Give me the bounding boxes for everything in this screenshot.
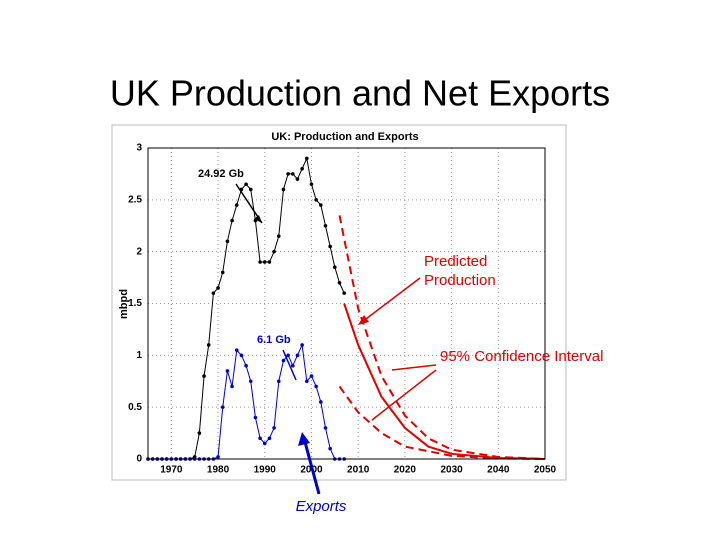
annotation: 6.1 Gb bbox=[257, 334, 291, 346]
data-point bbox=[276, 379, 281, 384]
data-point bbox=[253, 415, 258, 420]
data-point bbox=[290, 363, 295, 368]
data-point bbox=[290, 172, 295, 176]
data-point bbox=[267, 436, 272, 441]
data-point bbox=[206, 343, 211, 347]
data-point bbox=[211, 291, 216, 295]
data-point bbox=[239, 353, 244, 358]
data-point bbox=[281, 187, 286, 192]
data-point bbox=[248, 187, 253, 192]
data-point bbox=[314, 384, 318, 389]
data-point bbox=[248, 379, 253, 384]
data-point bbox=[323, 426, 328, 430]
y-tick-label: 1 bbox=[136, 350, 142, 361]
data-point bbox=[309, 374, 314, 378]
data-point bbox=[216, 455, 220, 459]
series-line bbox=[148, 343, 345, 460]
x-tick-label: 1980 bbox=[207, 465, 230, 476]
data-point bbox=[286, 172, 290, 176]
data-point bbox=[300, 166, 304, 171]
series-line bbox=[343, 303, 546, 460]
plot: 00.511.522.53197019801990200020102020203… bbox=[128, 143, 556, 476]
data-point bbox=[197, 431, 202, 435]
chart-frame bbox=[111, 124, 567, 481]
arrow bbox=[371, 369, 437, 421]
data-point bbox=[258, 436, 262, 441]
arrow bbox=[282, 349, 297, 381]
data-point bbox=[220, 405, 225, 409]
arrowhead bbox=[358, 315, 369, 325]
arrow bbox=[303, 441, 321, 495]
arrowhead bbox=[254, 215, 262, 223]
chart-title: UK: Production and Exports bbox=[271, 131, 418, 143]
y-tick-label: 2 bbox=[136, 246, 142, 257]
data-point bbox=[234, 348, 239, 352]
x-tick-label: 2020 bbox=[394, 465, 417, 476]
x-tick-label: 1970 bbox=[160, 465, 183, 476]
data-point bbox=[262, 441, 267, 446]
x-tick-label: 2050 bbox=[534, 465, 557, 476]
annotation: 95% Confidence Interval bbox=[440, 348, 603, 365]
x-tick-label: 2010 bbox=[347, 465, 370, 476]
data-point bbox=[281, 358, 286, 363]
data-point bbox=[305, 156, 309, 161]
y-axis-label: mbpd bbox=[118, 289, 130, 319]
data-point bbox=[286, 353, 290, 358]
data-point bbox=[267, 260, 272, 264]
x-tick-label: 2040 bbox=[487, 465, 510, 476]
arrow bbox=[361, 277, 421, 323]
data-point bbox=[319, 203, 323, 207]
data-point bbox=[295, 177, 300, 181]
data-point bbox=[258, 260, 262, 264]
data-point bbox=[276, 234, 281, 238]
data-point bbox=[230, 218, 234, 223]
data-point bbox=[305, 379, 309, 384]
slide-title: UK Production and Net Exports bbox=[110, 73, 610, 114]
series-line bbox=[338, 215, 546, 460]
y-tick-label: 2.5 bbox=[128, 194, 142, 205]
arrowhead bbox=[298, 432, 310, 446]
data-point bbox=[319, 400, 323, 404]
data-point bbox=[230, 384, 234, 389]
data-point bbox=[323, 223, 328, 228]
data-point bbox=[309, 182, 314, 187]
y-tick-label: 1.5 bbox=[128, 298, 142, 309]
data-point bbox=[295, 353, 300, 358]
y-tick-label: 3 bbox=[136, 143, 142, 154]
data-point bbox=[225, 239, 230, 244]
data-point bbox=[328, 244, 332, 249]
arrow bbox=[391, 364, 437, 371]
data-point bbox=[333, 265, 337, 270]
annotation: Exports bbox=[296, 498, 347, 515]
data-point bbox=[262, 260, 267, 264]
data-point bbox=[244, 363, 248, 368]
data-point bbox=[300, 343, 304, 347]
series-line bbox=[338, 385, 546, 460]
data-point bbox=[244, 182, 248, 187]
data-point bbox=[234, 203, 239, 207]
annotation: Production bbox=[424, 272, 496, 289]
data-point bbox=[337, 280, 342, 285]
annotation: 24.92 Gb bbox=[198, 168, 244, 180]
plot-frame bbox=[147, 147, 546, 460]
data-point bbox=[342, 291, 346, 295]
annotation: Predicted bbox=[424, 253, 487, 270]
x-tick-label: 2030 bbox=[440, 465, 463, 476]
data-point bbox=[225, 369, 230, 373]
data-point bbox=[314, 198, 318, 202]
data-point bbox=[220, 270, 225, 275]
data-point bbox=[328, 446, 332, 451]
x-tick-label: 1990 bbox=[254, 465, 277, 476]
data-point bbox=[216, 286, 220, 290]
data-point bbox=[202, 374, 206, 378]
y-tick-label: 0.5 bbox=[128, 402, 142, 413]
y-tick-label: 0 bbox=[136, 454, 142, 465]
data-point bbox=[272, 426, 276, 430]
data-point bbox=[272, 249, 276, 254]
series-line bbox=[148, 156, 345, 460]
